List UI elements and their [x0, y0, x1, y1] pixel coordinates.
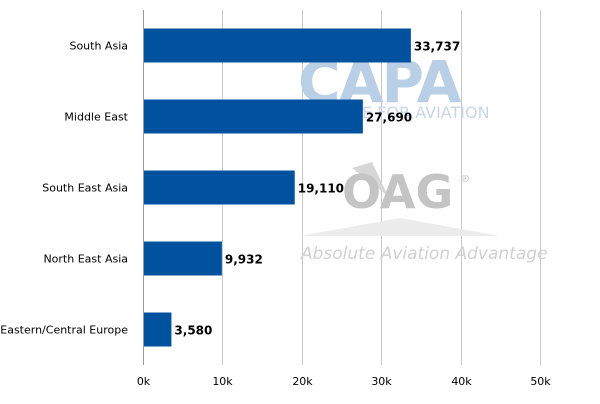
x-tick-label: 10k	[212, 375, 233, 388]
bar	[143, 312, 172, 347]
data-label: 3,580	[174, 324, 212, 338]
bar	[143, 170, 295, 205]
x-tick-label: 40k	[451, 375, 472, 388]
registered-mark: ®	[460, 174, 470, 185]
data-label: 19,110	[298, 182, 344, 196]
x-tick-label: 30k	[371, 375, 392, 388]
category-label: North East Asia	[43, 253, 128, 266]
oag-tagline: Absolute Aviation Advantage	[300, 244, 548, 264]
oag-wing-icon	[300, 218, 500, 236]
x-tick-label: 50k	[530, 375, 551, 388]
category-label: Middle East	[64, 111, 128, 124]
oag-swoosh-icon	[352, 162, 388, 196]
x-tick-label: 20k	[292, 375, 313, 388]
bars: 33,737 27,690 19,110 9,932 3,580	[143, 28, 460, 347]
data-label: 27,690	[366, 111, 412, 125]
category-label: South East Asia	[42, 182, 128, 195]
x-tick-label: 0k	[137, 375, 151, 388]
category-label: South Asia	[69, 40, 128, 53]
oag-watermark-text: OAG	[342, 165, 453, 219]
data-label: 33,737	[414, 40, 460, 54]
bar	[143, 28, 411, 63]
axes: 0k 10k 20k 30k 40k 50k South Asia Middle East So…	[0, 10, 551, 388]
category-label: Eastern/Central Europe	[0, 324, 128, 337]
bar	[143, 99, 363, 134]
bar	[143, 241, 222, 276]
data-label: 9,932	[225, 253, 263, 267]
watermark: CAPA E FOR AVIATION OAG ® Absolute Aviat…	[298, 48, 548, 264]
capa-watermark-subtext: E FOR AVIATION	[362, 103, 490, 122]
